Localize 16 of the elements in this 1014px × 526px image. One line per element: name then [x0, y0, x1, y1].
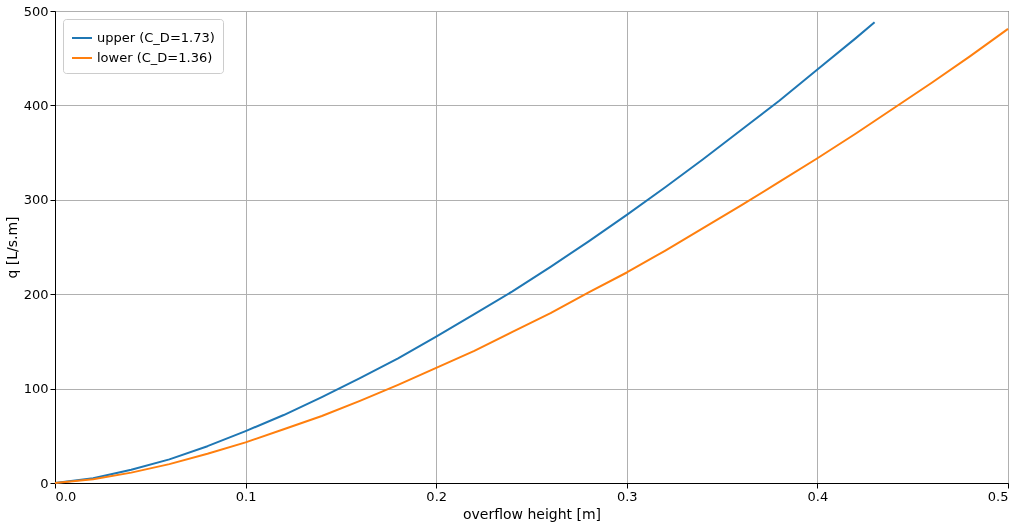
x-axis-title: overflow height [m]: [462, 505, 602, 522]
legend-label: lower (C_D=1.36): [97, 50, 213, 65]
x-tick-label: 0.5: [987, 488, 1009, 504]
y-tick-label: 200: [23, 286, 49, 302]
x-tick-label: 0.4: [807, 488, 829, 504]
x-tick-label: 0.0: [55, 488, 77, 504]
y-tick-label: 100: [23, 381, 49, 397]
x-tick-label: 0.1: [235, 488, 257, 504]
y-tick-label: 300: [23, 192, 49, 208]
x-tick-label: 0.2: [426, 488, 448, 504]
y-tick-label: 500: [23, 3, 49, 19]
y-tick-label: 0: [40, 475, 49, 491]
y-tick-label: 400: [23, 97, 49, 113]
legend-label: upper (C_D=1.73): [97, 30, 215, 45]
y-axis-title: q [L/s.m]: [3, 216, 20, 279]
x-tick-label: 0.3: [616, 488, 638, 504]
